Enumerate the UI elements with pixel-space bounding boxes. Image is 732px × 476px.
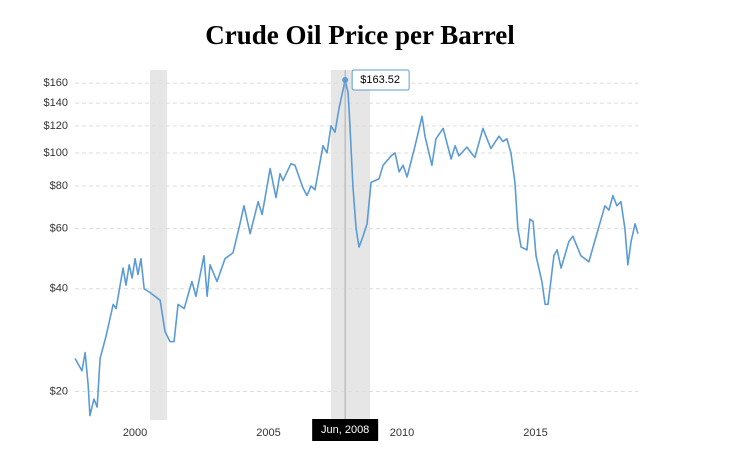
- y-tick-label: $140: [44, 97, 68, 109]
- y-tick-label: $100: [44, 147, 68, 159]
- price-line: [74, 79, 639, 417]
- x-tick-label: 2000: [123, 427, 147, 439]
- chart-title: Crude Oil Price per Barrel: [205, 20, 515, 50]
- y-tick-label: $80: [50, 180, 68, 192]
- tooltip-value: $163.52: [360, 74, 400, 86]
- tooltip-date: Jun, 2008: [321, 424, 369, 436]
- x-tick-label: 2005: [256, 427, 280, 439]
- hover-point: [342, 77, 349, 84]
- y-tick-label: $60: [50, 223, 68, 235]
- y-tick-label: $120: [44, 120, 68, 132]
- y-tick-label: $40: [50, 283, 68, 295]
- tooltip-date-box: [312, 419, 379, 441]
- tooltip-box: [351, 69, 410, 91]
- y-tick-label: $160: [44, 77, 68, 89]
- x-tick-label: 2010: [390, 427, 414, 439]
- recession-band: [150, 70, 168, 420]
- x-tick-label: 2015: [523, 427, 547, 439]
- y-tick-label: $20: [50, 385, 68, 397]
